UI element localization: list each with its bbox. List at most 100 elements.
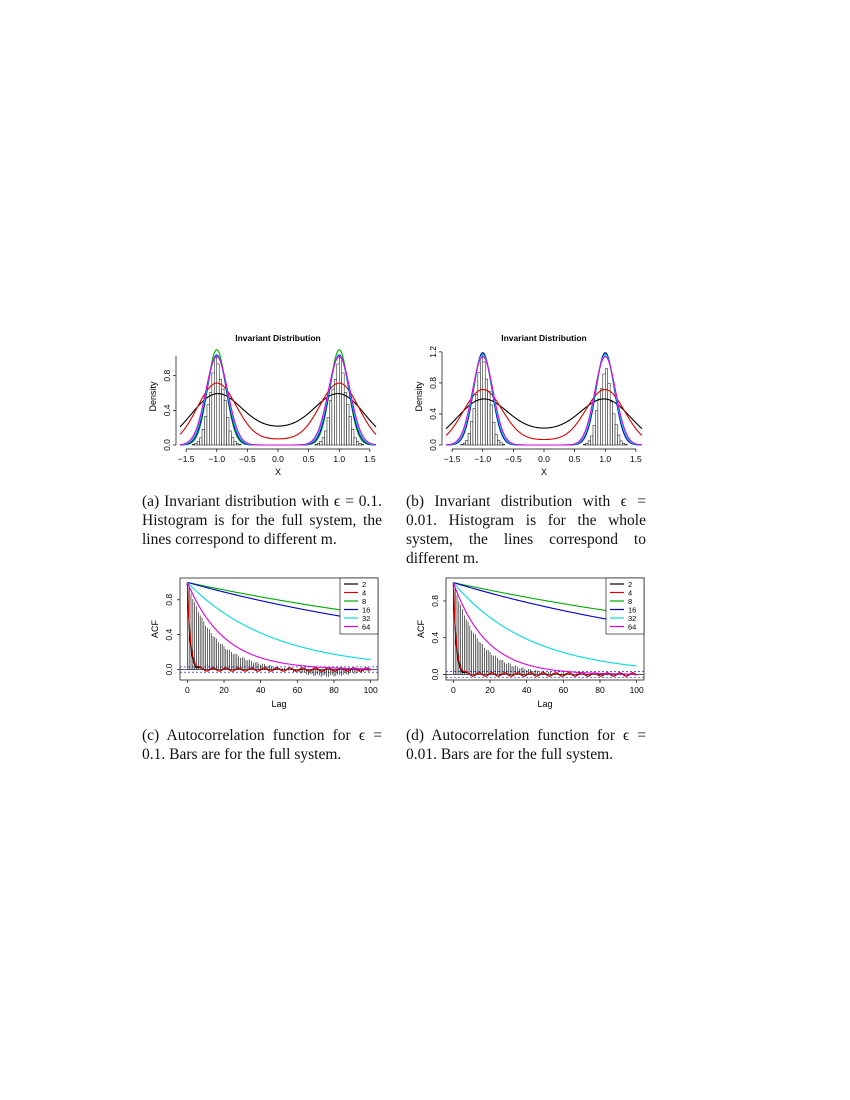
- density-line-m64: [179, 356, 377, 446]
- histogram-bars: [192, 357, 365, 446]
- histogram-bar: [617, 434, 621, 446]
- y-tick-label: 0.0: [164, 663, 174, 675]
- y-tick-label: 0.4: [162, 404, 172, 416]
- y-tick-label: 0.0: [162, 439, 172, 451]
- histogram-bar: [582, 444, 586, 446]
- histogram-bar: [353, 437, 357, 446]
- legend-label-m16: 16: [628, 605, 636, 614]
- histogram-bar: [477, 372, 481, 446]
- histogram-bar: [206, 404, 210, 446]
- histogram-bar: [597, 398, 601, 446]
- y-tick-label: 0.4: [430, 632, 440, 644]
- histogram-bar: [346, 404, 350, 446]
- histogram-bar: [209, 392, 213, 446]
- histogram-bar: [612, 413, 616, 446]
- histogram-bar: [472, 408, 476, 446]
- histogram-bar: [619, 440, 623, 446]
- panel-b: Invariant Distribution −1.5 −1.0 −0.5 0.0 0.5…: [396, 330, 656, 485]
- x-tick-label: 0.5: [569, 454, 581, 464]
- histogram-bar: [326, 417, 330, 446]
- histogram-bar: [336, 363, 340, 446]
- histogram-bar: [214, 357, 218, 446]
- panel-a: Invariant Distribution −1.5 −1.0 −0.5 0.0 0.5…: [130, 330, 390, 485]
- histogram-bar: [467, 433, 471, 446]
- y-axis-label: ACF: [416, 619, 426, 638]
- acf-line-m4: [452, 582, 638, 677]
- histogram-bar: [324, 430, 328, 446]
- y-tick-label: 0.0: [428, 439, 438, 451]
- x-tick-label: 20: [219, 685, 229, 695]
- histogram-bar: [316, 443, 320, 446]
- x-tick-label: 0.0: [272, 454, 284, 464]
- density-line-m4: [445, 388, 643, 441]
- x-tick-label: 0.5: [303, 454, 315, 464]
- x-tick-label: 40: [522, 685, 532, 695]
- histogram-bar: [231, 437, 235, 446]
- histogram-bar: [358, 443, 362, 446]
- legend-label-m32: 32: [628, 614, 636, 623]
- x-tick-label: 60: [559, 685, 569, 695]
- histogram-bar: [622, 443, 626, 446]
- x-tick-label: 0: [185, 685, 190, 695]
- y-tick-label: 0.4: [164, 628, 174, 640]
- histogram-bar: [497, 439, 501, 446]
- y-tick-label: 1.2: [428, 346, 438, 358]
- caption-b: (b) Invariant distribution with ϵ = 0.01…: [406, 493, 646, 567]
- density-line-m64: [445, 355, 643, 446]
- histogram-bar: [221, 388, 225, 446]
- histogram-bar: [492, 421, 496, 446]
- caption-a: (a) Invariant distribution with ϵ = 0.1.…: [142, 493, 382, 548]
- x-tick-label: 80: [595, 685, 605, 695]
- y-tick-label: 0.8: [164, 594, 174, 606]
- histogram-bar: [460, 444, 464, 446]
- histogram-bar: [595, 410, 599, 446]
- y-tick-label: 0.8: [428, 377, 438, 389]
- legend-label-m64: 64: [628, 622, 636, 631]
- acf-bars: [187, 582, 371, 677]
- y-axis-label: ACF: [150, 619, 160, 638]
- legend-box: [605, 577, 645, 635]
- y-tick-label: 0.8: [430, 595, 440, 607]
- legend-box: [339, 577, 379, 635]
- x-tick-label: 60: [293, 685, 303, 695]
- histogram-bar: [199, 437, 203, 446]
- histogram-bar: [465, 440, 469, 446]
- x-tick-label: −1.0: [208, 454, 225, 464]
- histogram-bar: [223, 400, 227, 446]
- legend-label-m4: 4: [628, 588, 632, 597]
- histogram-bar: [216, 363, 220, 446]
- acf-line-m32: [452, 582, 637, 667]
- y-tick-label: 0.8: [162, 370, 172, 382]
- density-line-m2: [445, 398, 643, 430]
- histogram-bar: [475, 394, 479, 446]
- histogram-bar: [201, 429, 205, 446]
- legend-label-m64: 64: [362, 622, 370, 631]
- y-tick-label: 0.0: [430, 668, 440, 680]
- x-axis-label: Lag: [271, 699, 286, 709]
- x-tick-label: −1.0: [474, 454, 491, 464]
- histogram-bar: [614, 424, 618, 446]
- x-tick-label: 1.0: [333, 454, 345, 464]
- histogram-bar: [233, 440, 237, 446]
- histogram-bar: [602, 373, 606, 446]
- histogram-bar: [314, 444, 318, 446]
- histogram-bar: [462, 442, 466, 446]
- y-axis-label: Density: [414, 381, 424, 412]
- histogram-bar: [331, 388, 335, 446]
- histogram-bar: [624, 444, 628, 446]
- x-tick-label: 1.5: [630, 454, 642, 464]
- panel-c: 0 20 40 60 80 100 Lag 0.0 0.4 0.8 ACF 2 4 8 16 32 64: [130, 574, 390, 719]
- chart-invariant-b: Invariant Distribution −1.5 −1.0 −0.5 0.0 0.5…: [414, 333, 643, 477]
- acf-line-m64: [186, 582, 371, 670]
- chart-title: Invariant Distribution: [235, 333, 320, 343]
- histogram-bar: [585, 442, 589, 446]
- histogram-bar: [494, 434, 498, 446]
- legend-label-m8: 8: [628, 597, 632, 606]
- histogram-bar: [238, 444, 242, 446]
- panel-d: 0 20 40 60 80 100 Lag 0.0 0.4 0.8 ACF 2 4 8 16 32 64: [396, 574, 656, 719]
- x-tick-label: 40: [256, 685, 266, 695]
- histogram-bar: [609, 401, 613, 446]
- x-tick-label: 1.0: [599, 454, 611, 464]
